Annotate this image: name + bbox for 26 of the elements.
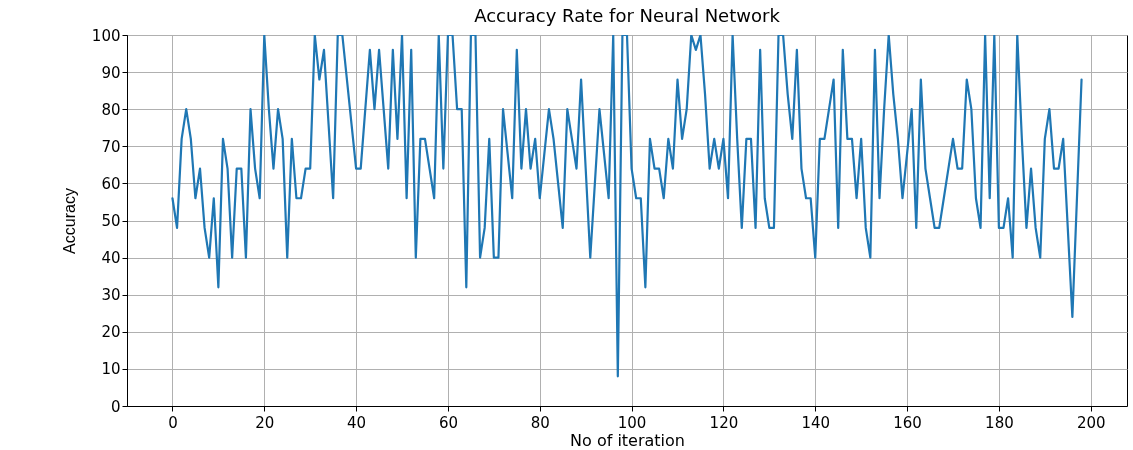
- x-tick-label: 160: [893, 413, 922, 432]
- x-tick-label: 120: [709, 413, 739, 432]
- line-series: [171, 35, 1083, 378]
- y-tick-label: 20: [101, 323, 121, 342]
- chart-title: Accuracy Rate for Neural Network: [474, 5, 781, 26]
- y-tick-label: 40: [101, 249, 121, 268]
- y-tick-label: 90: [101, 63, 121, 82]
- y-tick-label: 80: [101, 100, 121, 119]
- y-tick-label: 100: [91, 26, 121, 45]
- y-tick-label: 50: [101, 212, 121, 230]
- x-tick-label: 80: [530, 413, 550, 432]
- y-tick-label: 60: [101, 174, 121, 193]
- x-tick-label: 0: [168, 413, 178, 432]
- x-tick-label: 200: [1076, 413, 1106, 432]
- y-axis-title: Accuracy: [60, 188, 78, 254]
- y-tick-label: 30: [101, 286, 121, 305]
- x-axis-title: No of iteration: [570, 430, 685, 450]
- x-tick-label: 40: [347, 413, 367, 432]
- x-tick-label: 100: [617, 413, 647, 432]
- x-tick-label: 140: [801, 413, 831, 432]
- y-tick-label: 10: [101, 360, 121, 379]
- y-tick-label: 0: [110, 397, 121, 416]
- x-tick-label: 60: [438, 413, 458, 432]
- y-tick-label: 70: [101, 137, 121, 156]
- x-tick-label: 180: [985, 413, 1014, 432]
- x-tick-label: 20: [255, 413, 275, 432]
